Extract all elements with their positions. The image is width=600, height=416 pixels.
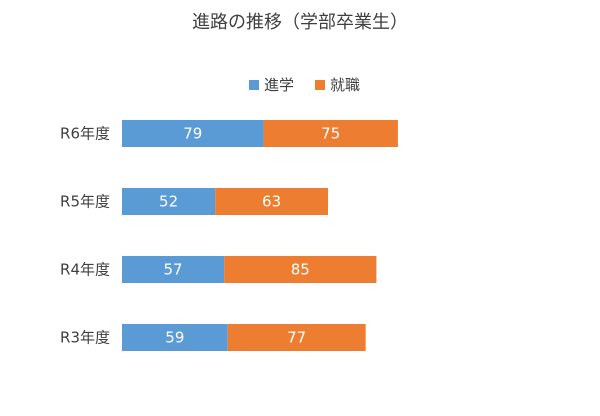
- data-label: 52: [159, 193, 178, 211]
- bar-segment: [227, 324, 366, 351]
- data-label: 75: [321, 125, 340, 143]
- data-label: 79: [183, 125, 202, 143]
- category-label: R6年度: [60, 125, 110, 143]
- data-label: 85: [291, 261, 310, 279]
- category-label: R4年度: [60, 261, 110, 279]
- category-label: R3年度: [60, 329, 110, 347]
- category-labels: R6年度 R5年度 R4年度 R3年度: [60, 125, 110, 347]
- category-label: R5年度: [60, 193, 110, 211]
- bar-segment: [263, 120, 398, 147]
- data-label: 77: [287, 329, 306, 347]
- data-label: 59: [165, 329, 184, 347]
- legend: 進学 就職: [249, 76, 360, 94]
- data-labels: 79 75 52 63 57 85 59 77: [159, 125, 340, 347]
- legend-swatch-1: [315, 80, 325, 90]
- bar-segment: [122, 256, 225, 283]
- bar-segment: [122, 120, 264, 147]
- bar-segment: [224, 256, 377, 283]
- bar-segment: [122, 324, 228, 351]
- legend-label-1: 就職: [330, 76, 360, 94]
- chart-title: 進路の推移（学部卒業生）: [192, 12, 408, 33]
- legend-label-0: 進学: [264, 76, 294, 94]
- bar-segment: [215, 188, 329, 215]
- legend-swatch-0: [249, 80, 259, 90]
- bars: [122, 120, 398, 351]
- data-label: 57: [164, 261, 183, 279]
- data-label: 63: [262, 193, 281, 211]
- bar-segment: [122, 188, 216, 215]
